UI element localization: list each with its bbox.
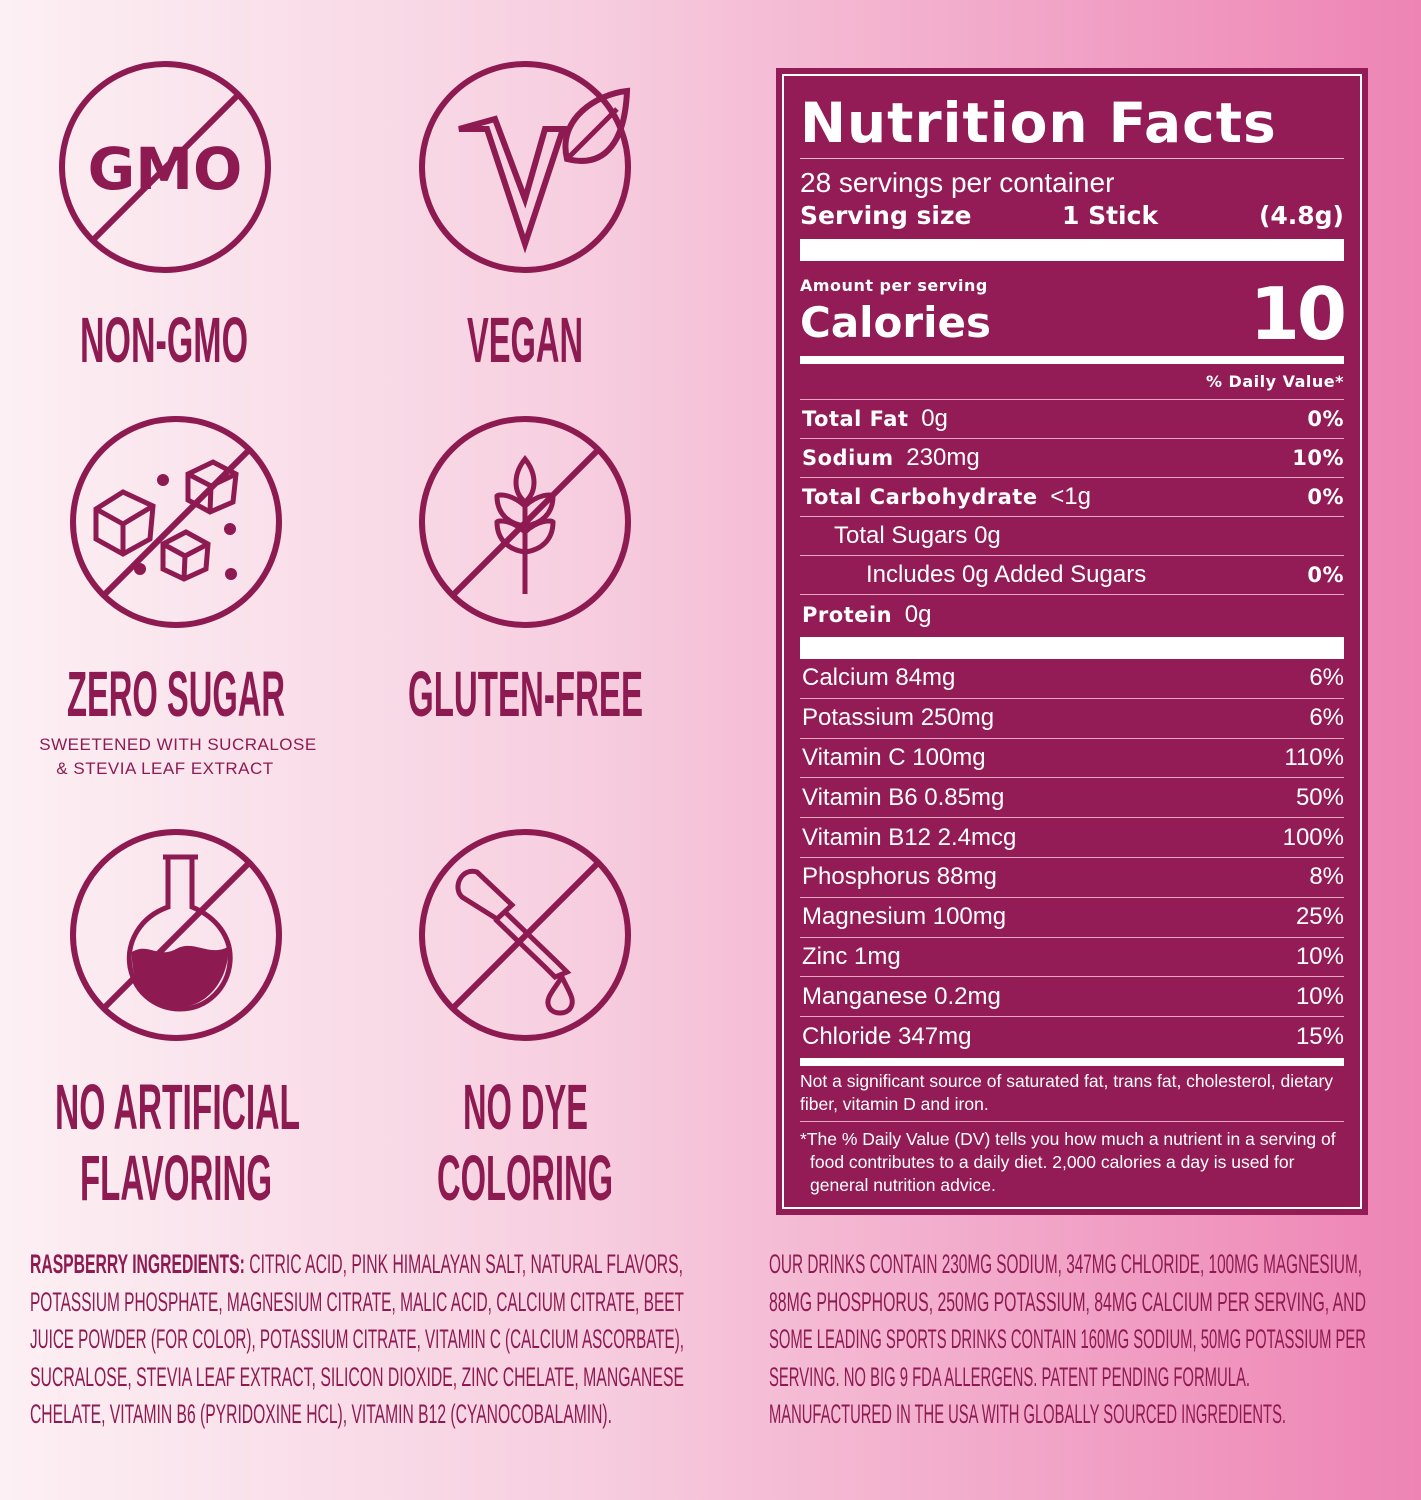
micronutrient-row: Zinc 1mg 10% — [800, 938, 1344, 978]
nutrient-row: Total Carbohydrate <1g 0% — [800, 478, 1344, 517]
micronutrient-dv: 10% — [1295, 942, 1344, 970]
no-sugar-cubes-icon — [70, 416, 282, 628]
badge-label-no-artificial: NO ARTIFICIAL — [55, 1071, 300, 1143]
badge-label-flavoring: FLAVORING — [80, 1142, 272, 1214]
nutrient-name: Total Fat — [802, 407, 909, 431]
ingredients-line: POTASSIUM PHOSPHATE, MAGNESIUM CITRATE, … — [30, 1287, 684, 1317]
ingredients-text: RASPBERRY INGREDIENTS: CITRIC ACID, PINK… — [30, 1249, 684, 1429]
ingredients-line: SUCRALOSE, STEVIA LEAF EXTRACT, SILICON … — [30, 1362, 684, 1392]
micronutrient-dv: 110% — [1284, 743, 1344, 771]
micronutrient-name: Manganese 0.2mg — [802, 982, 1001, 1010]
micronutrient-name: Phosphorus 88mg — [802, 863, 997, 891]
nutrition-footnote-dv: *The % Daily Value (DV) tells you how mu… — [800, 1128, 1336, 1195]
claims-line: OUR DRINKS CONTAIN 230MG SODIUM, 347MG C… — [769, 1249, 1362, 1279]
micronutrient-row: Phosphorus 88mg 8% — [800, 858, 1344, 898]
micronutrient-row: Potassium 250mg 6% — [800, 699, 1344, 739]
serving-size-value: 1 Stick — [1062, 201, 1159, 230]
micronutrient-row: Calcium 84mg 6% — [800, 659, 1344, 699]
nutrient-row: Sodium 230mg 10% — [800, 439, 1344, 478]
nutrient-row: Total Fat 0g 0% — [800, 400, 1344, 439]
micronutrient-dv: 100% — [1282, 823, 1344, 851]
nutrition-footnote-sources: Not a significant source of saturated fa… — [800, 1066, 1344, 1122]
badge-label-no-dye: NO DYE — [463, 1071, 588, 1143]
nutrient-name: Total Sugars 0g — [834, 522, 1001, 549]
ingredients-line: CHELATE, VITAMIN B6 (PYRIDOXINE HCL), VI… — [30, 1399, 612, 1429]
micronutrient-dv: 15% — [1295, 1023, 1344, 1051]
micronutrient-row: Manganese 0.2mg 10% — [800, 977, 1344, 1018]
micronutrient-row: Vitamin B6 0.85mg 50% — [800, 778, 1344, 819]
no-dropper-icon — [419, 829, 631, 1041]
claims-line: SOME LEADING SPORTS DRINKS CONTAIN 160MG… — [769, 1324, 1366, 1354]
claims-line: SERVING. NO BIG 9 FDA ALLERGENS. PATENT … — [769, 1362, 1250, 1392]
micronutrient-row: Vitamin C 100mg 110% — [800, 739, 1344, 779]
vegan-leaf-icon — [419, 61, 631, 273]
badge-label-vegan: VEGAN — [467, 304, 583, 376]
badge-label-non-gmo: NON-GMO — [80, 304, 248, 376]
ingredients-line-text: CITRIC ACID, PINK HIMALAYAN SALT, NATURA… — [245, 1249, 683, 1279]
nutrient-amount: 0g — [904, 600, 932, 628]
nutrient-dv: 0% — [1307, 485, 1344, 509]
ingredients-line: JUICE POWDER (FOR COLOR), POTASSIUM CITR… — [30, 1324, 684, 1354]
badge-labels: NON-GMO VEGAN ZERO SUGAR GLUTEN-FREE NO … — [55, 304, 643, 1214]
micronutrient-row: Magnesium 100mg 25% — [800, 898, 1344, 938]
micronutrient-dv: 8% — [1309, 863, 1344, 891]
no-flask-icon — [70, 829, 282, 1041]
micronutrient-dv: 6% — [1309, 704, 1344, 732]
amount-per-serving: Amount per serving — [800, 276, 988, 295]
ingredients-line: RASPBERRY INGREDIENTS: CITRIC ACID, PINK… — [30, 1249, 683, 1279]
badge-label-zero-sugar: ZERO SUGAR — [67, 658, 285, 730]
no-wheat-icon — [419, 416, 631, 628]
nutrient-row: Protein 0g — [800, 595, 1344, 634]
claims-line: 88MG PHOSPHORUS, 250MG POTASSIUM, 84MG C… — [769, 1287, 1366, 1317]
micronutrient-name: Chloride 347mg — [802, 1023, 972, 1051]
micronutrient-name: Vitamin B12 2.4mcg — [802, 823, 1017, 851]
nutrient-amount — [1001, 522, 1007, 549]
micronutrient-name: Vitamin B6 0.85mg — [802, 783, 1005, 811]
nutrient-dv: 10% — [1292, 446, 1344, 470]
badge-label-coloring: COLORING — [437, 1142, 613, 1214]
nutrient-dv: 0% — [1307, 407, 1344, 431]
nutrient-amount — [1146, 561, 1152, 588]
nutrient-name: Total Carbohydrate — [802, 485, 1038, 509]
nutrient-amount: 0g — [921, 405, 948, 432]
nutrition-title: Nutrition Facts — [800, 91, 1277, 155]
servings-per-container: 28 servings per container — [800, 167, 1115, 198]
badge-label-gluten-free: GLUTEN-FREE — [408, 658, 643, 730]
serving-size-weight: (4.8g) — [1258, 201, 1344, 230]
nutrient-name: Includes 0g Added Sugars — [866, 561, 1147, 588]
calories-value: 10 — [1249, 272, 1347, 356]
gmo-icon-text: GMO — [88, 135, 243, 203]
claims-line: MANUFACTURED IN THE USA WITH GLOBALLY SO… — [769, 1399, 1286, 1429]
micronutrient-name: Zinc 1mg — [802, 942, 901, 970]
micronutrient-dv: 50% — [1295, 783, 1344, 811]
serving-size-label: Serving size — [800, 201, 972, 230]
badge-sub-stevia: & STEVIA LEAF EXTRACT — [56, 759, 274, 778]
nutrition-facts-panel: Nutrition Facts 28 servings per containe… — [776, 68, 1368, 1215]
nutrient-name: Sodium — [802, 446, 894, 470]
calories-label: Calories — [800, 298, 992, 347]
claims-text: OUR DRINKS CONTAIN 230MG SODIUM, 347MG C… — [769, 1249, 1366, 1429]
micronutrient-name: Vitamin C 100mg — [802, 743, 986, 771]
badge-sub-sweetened: SWEETENED WITH SUCRALOSE — [39, 735, 317, 754]
ingredients-heading: RASPBERRY INGREDIENTS: — [30, 1249, 245, 1279]
nutrient-row: Includes 0g Added Sugars 0% — [800, 556, 1344, 595]
nutrient-amount: 230mg — [906, 444, 980, 471]
micronutrient-name: Calcium 84mg — [802, 664, 956, 692]
micronutrient-dv: 25% — [1295, 903, 1344, 931]
micronutrient-name: Potassium 250mg — [802, 704, 995, 732]
nutrient-amount: <1g — [1050, 483, 1091, 510]
nutrient-dv: 0% — [1307, 563, 1344, 587]
no-gmo-icon: GMO — [59, 61, 271, 273]
micronutrient-dv: 10% — [1295, 982, 1344, 1010]
nutrient-name: Protein — [802, 602, 893, 627]
daily-value-header: % Daily Value* — [800, 364, 1344, 400]
micronutrient-dv: 6% — [1309, 664, 1344, 692]
micronutrient-name: Magnesium 100mg — [802, 903, 1007, 931]
micronutrient-row: Chloride 347mg 15% — [800, 1017, 1344, 1057]
nutrient-row: Total Sugars 0g — [800, 517, 1344, 556]
micronutrient-row: Vitamin B12 2.4mcg 100% — [800, 818, 1344, 858]
